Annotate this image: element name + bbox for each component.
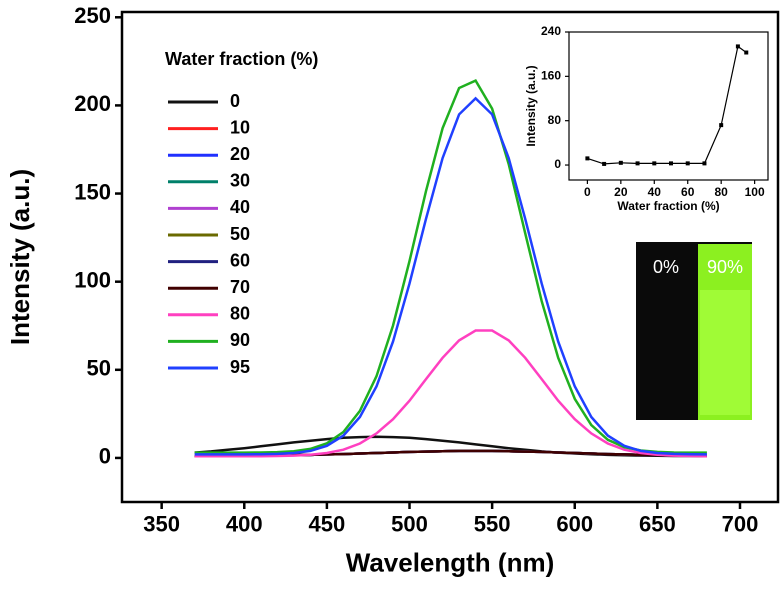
series-line	[194, 329, 707, 458]
x-tick-label: 60	[681, 185, 695, 199]
point-marker	[685, 161, 690, 166]
photo-label: 0%	[653, 257, 679, 277]
x-tick-label: 0	[584, 185, 591, 199]
y-tick-label: 80	[548, 113, 562, 127]
point-marker	[635, 161, 640, 166]
x-tick-label: 650	[639, 511, 676, 536]
point-marker	[585, 156, 590, 161]
point-marker	[702, 161, 707, 166]
x-tick-label: 350	[143, 511, 180, 536]
legend-label: 20	[230, 144, 250, 164]
legend-label: 60	[230, 250, 250, 270]
x-tick-label: 40	[648, 185, 662, 199]
y-tick-label: 160	[541, 69, 561, 83]
point-marker	[618, 160, 623, 165]
x-axis-title: Water fraction (%)	[617, 199, 719, 213]
point-marker	[719, 123, 724, 128]
point-marker	[652, 161, 657, 166]
legend-label: 30	[230, 171, 250, 191]
legend-label: 70	[230, 277, 250, 297]
legend-label: 90	[230, 330, 250, 350]
photo-label: 90%	[707, 257, 743, 277]
y-tick-label: 240	[541, 24, 561, 38]
y-tick-label: 0	[554, 157, 561, 171]
y-tick-label: 200	[74, 91, 111, 116]
series-line	[194, 96, 707, 456]
y-tick-label: 100	[74, 267, 111, 292]
x-tick-label: 400	[226, 511, 263, 536]
legend-label: 0	[230, 91, 240, 111]
point-marker	[669, 161, 674, 166]
legend-label: 80	[230, 304, 250, 324]
series-line	[194, 79, 707, 454]
y-tick-label: 250	[74, 3, 111, 28]
legend-label: 50	[230, 224, 250, 244]
y-tick-label: 50	[87, 356, 111, 381]
legend-label: 95	[230, 357, 250, 377]
x-tick-label: 600	[556, 511, 593, 536]
y-tick-label: 150	[74, 179, 111, 204]
x-tick-label: 450	[309, 511, 346, 536]
photo-glow	[700, 290, 750, 415]
legend-label: 10	[230, 117, 250, 137]
y-axis-title: Intensity (a.u.)	[5, 169, 35, 345]
y-axis-title: Intensity (a.u.)	[524, 65, 538, 146]
legend-label: 40	[230, 197, 250, 217]
legend-title: Water fraction (%)	[165, 49, 318, 69]
x-tick-label: 500	[391, 511, 428, 536]
x-tick-label: 100	[745, 185, 765, 199]
x-tick-label: 550	[474, 511, 511, 536]
x-tick-label: 20	[614, 185, 628, 199]
point-marker	[602, 161, 607, 166]
y-tick-label: 0	[99, 444, 111, 469]
x-axis-title: Wavelength (nm)	[346, 548, 554, 578]
plot-frame	[568, 31, 769, 181]
point-marker	[735, 44, 740, 49]
plot-frame	[120, 10, 780, 504]
x-tick-label: 700	[722, 511, 759, 536]
x-tick-label: 80	[714, 185, 728, 199]
point-marker	[744, 50, 749, 55]
